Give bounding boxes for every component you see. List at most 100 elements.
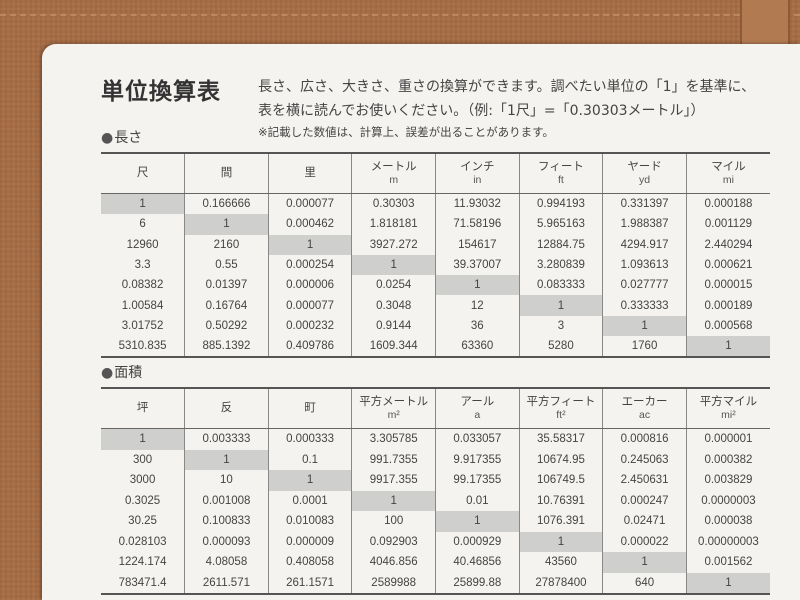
table-cell: 1 <box>435 275 520 296</box>
table-cell: 0.000462 <box>267 214 352 235</box>
section-label-area: 面積 <box>101 362 142 382</box>
table-cell: 0.000189 <box>685 295 770 316</box>
table-cell: 0.01 <box>435 490 520 511</box>
table-cell: 0.100833 <box>184 511 269 532</box>
table-cell: 0.092903 <box>351 531 436 552</box>
table-row: 3000 10 1 9917.355 99.17355 106749.5 2.450631 0… <box>101 470 770 491</box>
header-unit: ft <box>558 173 564 186</box>
table-cell: 0.30303 <box>351 193 436 215</box>
table-cell: 43560 <box>518 552 603 573</box>
table-cell: 35.58317 <box>518 428 603 450</box>
column-header: 里 <box>267 153 352 194</box>
column-header: 間 <box>184 153 269 194</box>
table-row: 12960 2160 1 3927.272 154617 12884.75 4294.917… <box>101 234 770 255</box>
table-row: 3.3 0.55 0.000254 1 39.37007 3.280839 1.093613… <box>101 254 770 276</box>
table-cell: 0.000247 <box>602 490 687 511</box>
table-cell: 9917.355 <box>351 470 436 491</box>
table-cell: 0.0000003 <box>685 490 770 511</box>
header-label: インチ <box>460 160 495 173</box>
table-cell: 1 <box>435 511 520 532</box>
table-row: 1 0.003333 0.000333 3.305785 0.033057 35.5831… <box>101 428 770 450</box>
table-cell: 0.000929 <box>435 531 520 552</box>
length-conversion-table: 尺間里メートル m インチ in フィート ft ヤード yd マイル mi 1 0.166666 0.… <box>101 152 770 359</box>
table-cell: 1 <box>685 572 770 594</box>
table-cell: 106749.5 <box>518 470 603 491</box>
cover-strap <box>740 0 790 44</box>
table-cell: 0.000093 <box>184 531 269 552</box>
header-unit: ac <box>639 408 651 421</box>
table-cell: 10.76391 <box>518 490 603 511</box>
table-cell: 0.000038 <box>685 511 770 532</box>
table-cell: 1.988387 <box>602 214 687 235</box>
table-cell: 1 <box>351 490 436 511</box>
table-cell: 0.001562 <box>685 552 770 573</box>
table-cell: 1 <box>685 336 770 358</box>
table-cell: 25899.88 <box>435 572 520 594</box>
table-cell: 0.000015 <box>685 275 770 296</box>
table-row: 0.028103 0.000093 0.000009 0.092903 0.000929… <box>101 531 770 552</box>
table-cell: 1.093613 <box>602 254 687 276</box>
table-cell: 1 <box>518 531 603 552</box>
table-cell: 0.000006 <box>267 275 352 296</box>
table-cell: 0.166666 <box>184 193 269 215</box>
header-unit: m² <box>387 408 400 421</box>
table-cell: 0.9144 <box>351 315 436 337</box>
header-unit: m <box>389 173 399 186</box>
header-label: 尺 <box>136 167 149 179</box>
table-cell: 10674.95 <box>518 449 603 470</box>
column-header: 尺 <box>101 153 185 194</box>
table-cell: 0.55 <box>184 254 269 276</box>
table-cell: 0.001008 <box>184 490 269 511</box>
table-cell: 5280 <box>518 336 603 358</box>
column-header: 坪 <box>101 388 185 429</box>
table-row: 0.3025 0.001008 0.0001 1 0.01 10.76391 0.00024… <box>101 490 770 511</box>
table-cell: 0.000022 <box>602 531 687 552</box>
table-cell: 1 <box>184 449 269 470</box>
table-cell: 2.440294 <box>685 234 770 255</box>
table-row: 3.01752 0.50292 0.000232 0.9144 36 3 1 0.000568 <box>101 315 770 337</box>
section-label-length: 長さ <box>101 127 142 147</box>
header-unit: in <box>473 173 482 186</box>
table-cell: 0.000001 <box>685 428 770 450</box>
table-cell: 12960 <box>126 238 159 251</box>
table-row: 1 0.166666 0.000077 0.30303 11.93032 0.994193… <box>101 193 770 215</box>
table-cell: 10 <box>184 470 269 491</box>
header-label: ヤード <box>627 160 662 173</box>
header-label: マイル <box>711 160 746 173</box>
area-conversion-table: 坪反町平方メートル m² アール a 平方フィート ft² エーカー ac 平方マイル mi² 1 0… <box>101 387 770 595</box>
table-cell: 261.1571 <box>267 572 352 594</box>
table-cell: 1 <box>184 214 269 235</box>
table-cell: 4046.856 <box>351 552 436 573</box>
table-cell: 0.1 <box>267 449 352 470</box>
header-unit: mi² <box>721 408 736 421</box>
table-cell: 0.0254 <box>351 275 436 296</box>
table-row: 5310.835 885.1392 0.409786 1609.344 63360 528… <box>101 336 770 358</box>
table-cell: 3.01752 <box>121 319 164 332</box>
table-cell: 3.305785 <box>351 428 436 450</box>
table-row: 783471.4 2611.571 261.1571 2589988 25899.88 2… <box>101 572 770 594</box>
table-cell: 30.25 <box>128 515 157 528</box>
table-cell: 2589988 <box>351 572 436 594</box>
column-header: 反 <box>184 388 269 429</box>
table-cell: 0.000077 <box>267 295 352 316</box>
column-header: メートル m <box>351 153 436 194</box>
header-unit: ft² <box>556 408 566 421</box>
column-header: ヤード yd <box>602 153 687 194</box>
page-title: 単位換算表 <box>101 79 221 105</box>
cover-stitching <box>0 14 800 16</box>
header-unit: a <box>474 408 481 421</box>
table-cell: 0.333333 <box>602 295 687 316</box>
table-cell: 5.965163 <box>518 214 603 235</box>
header-label: 間 <box>220 167 233 179</box>
table-row: 1.00584 0.16764 0.000077 0.3048 12 1 0.333333 0… <box>101 295 770 316</box>
table-cell: 11.93032 <box>435 193 520 215</box>
table-cell: 71.58196 <box>435 214 520 235</box>
table-cell: 4.08058 <box>184 552 269 573</box>
header-label: フィート <box>538 160 584 173</box>
table-cell: 0.000333 <box>267 428 352 450</box>
table-cell: 5310.835 <box>118 340 167 353</box>
table-cell: 3 <box>518 315 603 337</box>
table-cell: 99.17355 <box>435 470 520 491</box>
column-header: 町 <box>267 388 352 429</box>
table-cell: 1 <box>602 315 687 337</box>
